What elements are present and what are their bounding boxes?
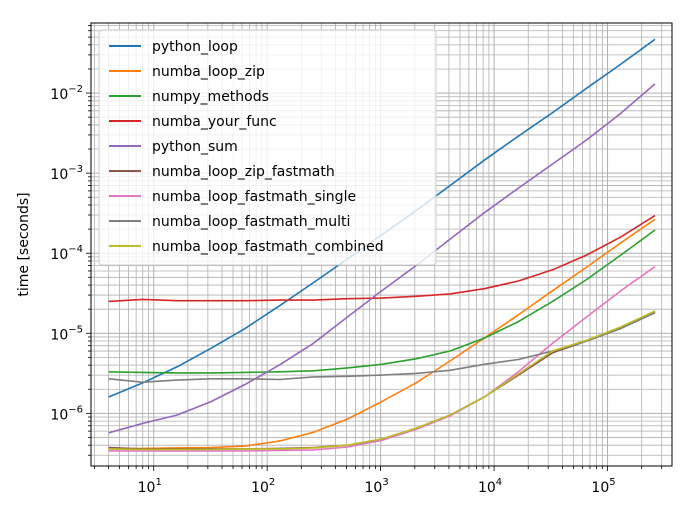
x-tick-label: 103 — [365, 477, 389, 496]
legend-label: numba_loop_fastmath_multi — [152, 214, 350, 230]
series-line-numpy_methods — [108, 229, 656, 374]
y-tick-label: 10−2 — [50, 84, 83, 103]
ticks — [86, 24, 663, 471]
x-tick-label: 104 — [478, 477, 502, 496]
y-axis-label: time [seconds] — [16, 192, 32, 296]
legend-label: python_loop — [152, 39, 238, 55]
legend-label: numba_loop_zip — [152, 64, 265, 80]
x-tick-labels: 101 102 103 104 105 — [138, 477, 616, 496]
legend-label: numba_loop_fastmath_combined — [152, 239, 384, 255]
y-tick-label: 10−5 — [50, 324, 83, 343]
y-tick-label: 10−3 — [50, 164, 83, 183]
legend-label: numba_your_func — [152, 114, 277, 130]
y-tick-labels: 10−6 10−5 10−4 10−3 10−2 — [50, 84, 83, 423]
series-line-numba_loop_zip — [108, 218, 656, 450]
y-tick-label: 10−6 — [50, 404, 83, 423]
legend-label: numba_loop_zip_fastmath — [152, 164, 335, 180]
legend-box — [98, 29, 437, 266]
legend-label: numpy_methods — [152, 89, 269, 105]
legend-label: numba_loop_fastmath_single — [152, 189, 356, 205]
series-line-numba_your_func — [108, 214, 656, 303]
x-tick-label: 105 — [591, 477, 615, 496]
x-tick-label: 102 — [251, 477, 275, 496]
legend: python_loop numba_loop_zip numpy_methodsnu… — [98, 29, 437, 266]
plot-frame — [90, 22, 673, 467]
series-line-numba_loop_fastmath_single — [108, 265, 656, 452]
x-tick-label: 101 — [138, 477, 162, 496]
series-line-numba_loop_fastmath_combined — [108, 310, 656, 451]
legend-label: python_sum — [152, 139, 238, 155]
series-lines — [108, 38, 656, 452]
y-tick-label: 10−4 — [50, 244, 83, 263]
series-line-python_sum — [108, 83, 656, 434]
